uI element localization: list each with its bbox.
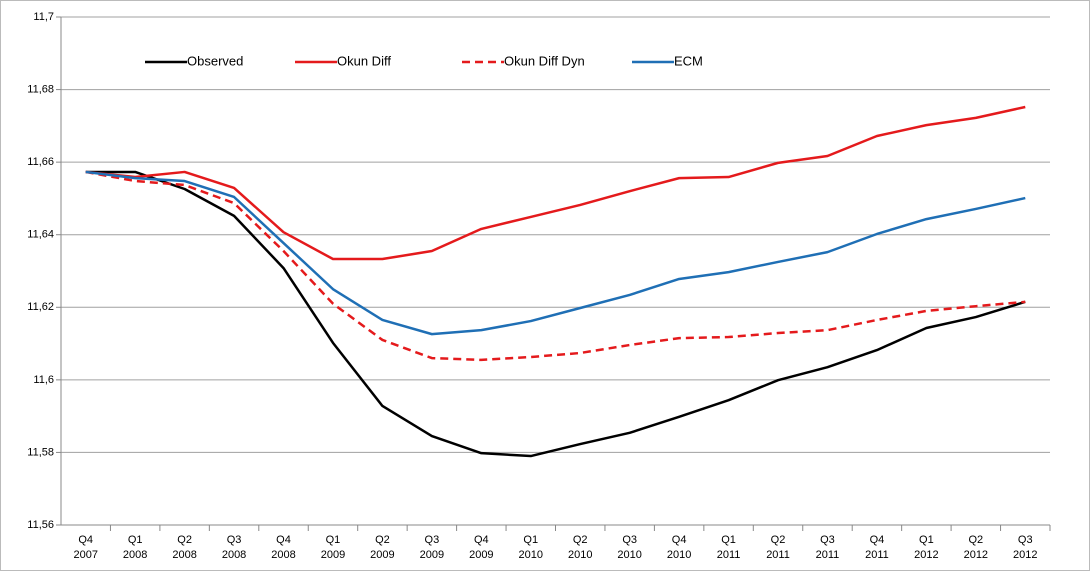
x-tick-label: Q1: [721, 534, 736, 546]
x-tick-label: Q4: [276, 534, 291, 546]
x-tick-label: 2011: [816, 549, 840, 561]
y-tick-label: 11,7: [33, 11, 54, 23]
x-tick-label: Q2: [177, 534, 192, 546]
x-tick-label: 2011: [865, 549, 889, 561]
x-tick-label: 2009: [469, 549, 493, 561]
x-tick-label: Q1: [326, 534, 341, 546]
line-series: [85, 105, 1026, 261]
x-tick-label: 2009: [370, 549, 394, 561]
x-tick-label: 2010: [667, 549, 691, 561]
x-tick-label: 2010: [519, 549, 543, 561]
x-tick-label: 2011: [717, 549, 741, 561]
x-tick-label: 2012: [964, 549, 988, 561]
legend-label: ECM: [674, 53, 703, 68]
x-tick-label: Q1: [919, 534, 934, 546]
x-tick-label: 2008: [123, 549, 147, 561]
x-tick-label: Q2: [375, 534, 390, 546]
legend-label: Observed: [187, 53, 243, 68]
x-tick-label: Q4: [672, 534, 687, 546]
line-series: [85, 170, 1026, 362]
y-tick-label: 11,68: [27, 83, 54, 95]
x-tick-label: 2008: [222, 549, 246, 561]
x-tick-label: Q2: [771, 534, 786, 546]
legend: Observed Okun Diff Okun Diff Dyn ECM: [145, 53, 703, 68]
x-tick-label: Q3: [227, 534, 242, 546]
x-tick-label: Q4: [78, 534, 93, 546]
x-tick-label: 2008: [172, 549, 196, 561]
x-tick-label: 2011: [766, 549, 790, 561]
x-tick-label: Q4: [474, 534, 489, 546]
x-tick-label: Q3: [425, 534, 440, 546]
x-tick-label: 2012: [914, 549, 938, 561]
x-tick-label: 2009: [321, 549, 345, 561]
y-tick-label: 11,56: [27, 519, 54, 531]
legend-label: Okun Diff: [337, 53, 391, 68]
y-tick-label: 11,62: [27, 301, 54, 313]
x-tick-label: Q3: [820, 534, 835, 546]
x-tick-label: Q1: [128, 534, 143, 546]
x-tick-label: 2010: [617, 549, 641, 561]
x-tick-label: Q2: [573, 534, 588, 546]
x-tick-label: 2010: [568, 549, 592, 561]
y-tick-label: 11,66: [27, 156, 54, 168]
x-tick-label: Q4: [870, 534, 885, 546]
y-tick-label: 11,64: [27, 229, 54, 241]
x-tick-label: Q3: [622, 534, 637, 546]
x-tick-label: Q3: [1018, 534, 1033, 546]
x-tick-label: 2012: [1013, 549, 1037, 561]
x-tick-label: Q2: [968, 534, 983, 546]
legend-label: Okun Diff Dyn: [504, 53, 585, 68]
line-series: [85, 170, 1026, 458]
x-tick-label: 2009: [420, 549, 444, 561]
y-tick-label: 11,6: [33, 374, 54, 386]
line-series: [85, 170, 1026, 336]
y-tick-label: 11,58: [27, 446, 54, 458]
x-tick-label: 2008: [271, 549, 295, 561]
x-tick-label: 2007: [73, 549, 97, 561]
x-tick-label: Q1: [523, 534, 538, 546]
